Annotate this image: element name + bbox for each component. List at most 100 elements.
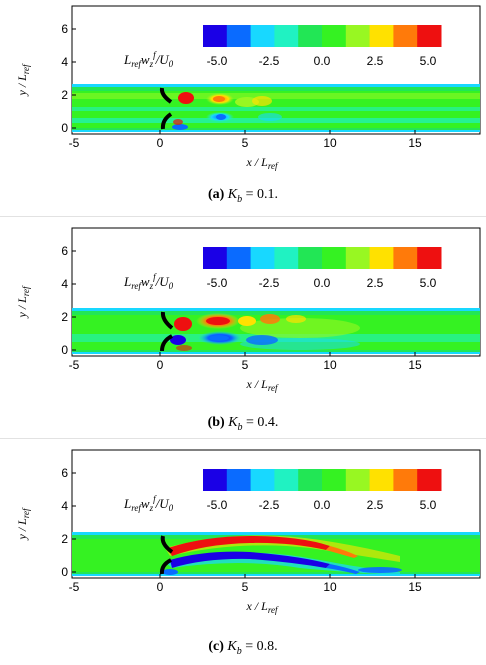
- vortex-positive: [168, 536, 330, 556]
- colorbar-swatch: [298, 25, 323, 47]
- x-tick-label: 5: [242, 580, 249, 594]
- colorbar-swatch: [274, 469, 299, 491]
- panel-b: Lrefwzf/U0 -5.0 -2.5 0.0 2.5 5.0 0 2 4 6…: [0, 222, 486, 443]
- colorbar-swatch: [417, 247, 442, 269]
- caption-sub: b: [236, 645, 242, 657]
- colorbar-swatch: [203, 247, 228, 269]
- panel-caption: (c) Kb = 0.8.: [0, 639, 486, 657]
- plot-frame: [71, 5, 481, 135]
- x-tick-label: 15: [408, 136, 422, 150]
- panel-a-svg: Lrefwzf/U0 -5.0 -2.5 0.0 2.5 5.0 0 2 4 6…: [15, 5, 481, 171]
- separator: [0, 216, 486, 217]
- plot-frame: [71, 227, 481, 357]
- colorbar-swatch: [250, 469, 275, 491]
- colorbar-swatch: [369, 25, 394, 47]
- x-axis: -5 0 5 10 15: [69, 574, 422, 594]
- colorbar-swatch: [322, 25, 347, 47]
- y-axis-label: y / Lref: [15, 507, 31, 541]
- caption-param: K: [227, 187, 238, 202]
- panel-tag: (a): [207, 187, 225, 202]
- x-tick-label: 0: [157, 136, 164, 150]
- colorbar-swatch: [274, 25, 299, 47]
- vortex-negative: [170, 551, 330, 568]
- colorbar: [203, 247, 442, 269]
- colorbar-swatch: [298, 247, 323, 269]
- y-tick-label: 0: [61, 343, 68, 357]
- colorbar-title: Lrefwzf/U0: [123, 272, 174, 291]
- separator: [0, 438, 486, 439]
- x-tick-label: -5: [69, 580, 80, 594]
- colorbar-tick: -5.0: [207, 498, 228, 512]
- colorbar-swatch: [226, 469, 252, 491]
- y-tick-label: 6: [61, 244, 68, 258]
- y-axis: 0 2 4 6: [61, 466, 76, 579]
- caption-value: = 0.4.: [246, 415, 279, 430]
- y-tick-label: 6: [61, 22, 68, 36]
- x-tick-label: 0: [157, 580, 164, 594]
- y-axis: 0 2 4 6: [61, 244, 76, 357]
- colorbar-tick: 0.0: [314, 54, 331, 68]
- colorbar-tick: 5.0: [420, 276, 437, 290]
- colorbar-swatch: [345, 247, 371, 269]
- x-tick-label: -5: [69, 136, 80, 150]
- panel-tag: (b): [207, 415, 225, 430]
- colorbar-swatch: [250, 25, 275, 47]
- vorticity-field: [72, 308, 480, 354]
- panel-b-svg: Lrefwzf/U0 -5.0 -2.5 0.0 2.5 5.0 0 2 4 6…: [15, 227, 481, 393]
- colorbar-swatch: [203, 25, 228, 47]
- panel-tag: (c): [208, 639, 224, 654]
- y-tick-label: 4: [61, 277, 68, 291]
- colorbar-tick: -5.0: [207, 54, 228, 68]
- x-axis-label: x / Lref: [245, 599, 279, 615]
- colorbar-swatch: [226, 25, 252, 47]
- x-tick-label: 5: [242, 358, 249, 372]
- vorticity-field: [72, 532, 480, 576]
- colorbar-tick: -2.5: [259, 276, 280, 290]
- colorbar-tick: 5.0: [420, 54, 437, 68]
- colorbar-title: Lrefwzf/U0: [123, 50, 174, 69]
- y-tick-label: 4: [61, 499, 68, 513]
- x-axis: -5 0 5 10 15: [69, 352, 422, 372]
- colorbar-swatch: [322, 469, 347, 491]
- colorbar-swatch: [393, 247, 418, 269]
- caption-value: = 0.8.: [245, 639, 278, 654]
- vortex-positive: [174, 317, 192, 331]
- colorbar-tick: -5.0: [207, 276, 228, 290]
- caption-param: K: [228, 415, 238, 430]
- vortex-positive: [178, 92, 194, 104]
- colorbar: [203, 25, 442, 47]
- colorbar-swatch: [393, 25, 418, 47]
- colorbar-swatch: [345, 469, 371, 491]
- y-axis-label: y / Lref: [15, 63, 31, 97]
- colorbar: [203, 469, 442, 491]
- panel-c-svg: Lrefwzf/U0 -5.0 -2.5 0.0 2.5 5.0 0 2 4 6…: [15, 449, 481, 615]
- x-tick-label: 0: [157, 358, 164, 372]
- colorbar-tick: -2.5: [259, 54, 280, 68]
- colorbar-swatch: [322, 247, 347, 269]
- x-tick-label: 10: [323, 136, 337, 150]
- y-axis-label: y / Lref: [15, 285, 31, 319]
- colorbar-tick: 2.5: [367, 498, 384, 512]
- x-axis-label: x / Lref: [245, 155, 279, 171]
- caption-sub: b: [237, 421, 243, 433]
- x-tick-label: 10: [323, 580, 337, 594]
- colorbar-swatch: [369, 247, 394, 269]
- colorbar-tick: 0.0: [314, 276, 331, 290]
- panel-caption: (a) Kb = 0.1.: [0, 187, 486, 205]
- colorbar-swatch: [274, 247, 299, 269]
- y-tick-label: 0: [61, 565, 68, 579]
- colorbar-tick: 5.0: [420, 498, 437, 512]
- colorbar-swatch: [226, 247, 252, 269]
- colorbar-swatch: [345, 25, 371, 47]
- colorbar-swatch: [417, 469, 442, 491]
- x-tick-label: 15: [408, 358, 422, 372]
- x-tick-label: 5: [242, 136, 249, 150]
- panel-c: Lrefwzf/U0 -5.0 -2.5 0.0 2.5 5.0 0 2 4 6…: [0, 444, 486, 665]
- caption-param: K: [227, 639, 237, 654]
- x-tick-label: 15: [408, 580, 422, 594]
- x-axis-label: x / Lref: [245, 377, 279, 393]
- y-axis: 0 2 4 6: [61, 22, 76, 135]
- colorbar-tick: -2.5: [259, 498, 280, 512]
- y-tick-label: 6: [61, 466, 68, 480]
- colorbar-swatch: [250, 247, 275, 269]
